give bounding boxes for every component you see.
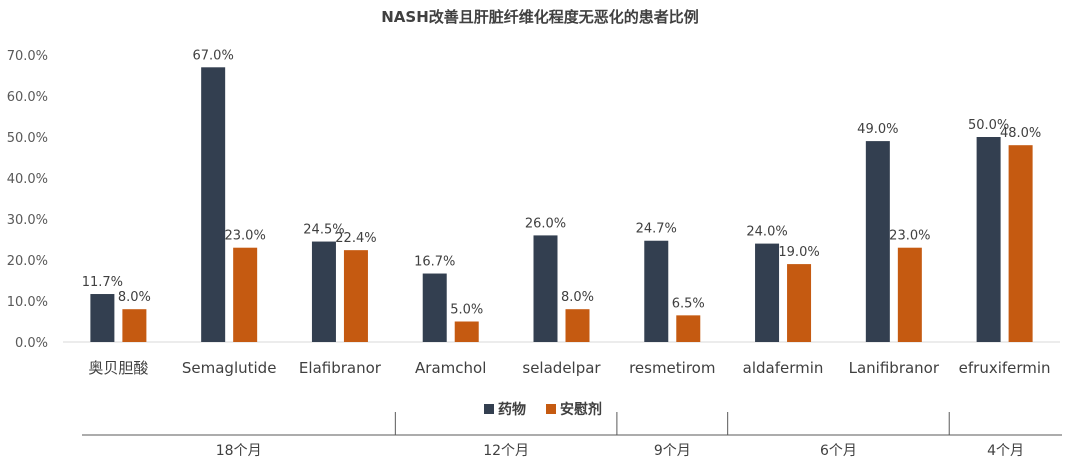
data-label: 24.0% [746, 225, 787, 240]
category-label: seladelpar [522, 359, 601, 377]
bar-placebo [897, 247, 922, 342]
legend: 药物 安慰剂 [484, 401, 602, 418]
bar-drug [533, 235, 558, 342]
data-label: 8.0% [118, 290, 151, 305]
category-label: 奥贝胆酸 [88, 359, 148, 377]
data-label: 24.7% [636, 222, 677, 237]
y-axis: 0.0% 10.0% 20.0% 30.0% 40.0% 50.0% 60.0% 70.0% [7, 49, 1060, 351]
data-label: 19.0% [778, 245, 819, 260]
bar-drug [865, 141, 890, 342]
legend-swatch [484, 404, 494, 414]
category-label: Lanifibranor [849, 359, 940, 377]
y-tick-label: 70.0% [7, 49, 48, 64]
chart-title: NASH改善且肝脏纤维化程度无恶化的患者比例 [381, 8, 699, 26]
data-label: 6.5% [672, 296, 705, 311]
data-label: 48.0% [1000, 126, 1041, 141]
y-tick-label: 30.0% [7, 213, 48, 228]
y-tick-label: 10.0% [7, 295, 48, 310]
data-label: 26.0% [525, 216, 566, 231]
bars [90, 67, 1033, 343]
y-tick-label: 50.0% [7, 131, 48, 146]
bar-placebo [343, 250, 368, 342]
legend-label: 安慰剂 [560, 401, 602, 418]
bar-drug [422, 273, 447, 342]
bar-drug [755, 243, 780, 342]
category-label: Aramchol [415, 359, 486, 377]
bar-placebo [1008, 145, 1033, 342]
group-label: 18个月 [216, 443, 262, 459]
y-tick-label: 60.0% [7, 90, 48, 105]
data-label: 22.4% [335, 231, 376, 246]
data-labels: 11.7% 67.0% 24.5% 16.7% 26.0% 24.7% 24.0% 49.0%… [82, 48, 1042, 317]
category-label: Elafibranor [299, 359, 382, 377]
data-label: 5.0% [450, 303, 483, 318]
data-label: 11.7% [82, 275, 123, 290]
bar-placebo [565, 309, 590, 342]
group-label: 6个月 [820, 443, 857, 459]
duration-groups: 18个月 12个月 9个月 6个月 4个月 [82, 412, 1062, 459]
bar-placebo [787, 264, 812, 342]
data-label: 24.5% [303, 223, 344, 238]
bar-drug [201, 67, 226, 343]
bar-placebo [122, 309, 147, 342]
bar-drug [644, 240, 669, 342]
bar-drug [976, 137, 1001, 342]
category-label: Semaglutide [182, 359, 277, 377]
bar-drug [311, 241, 336, 342]
category-label: resmetirom [629, 359, 715, 377]
bar-drug [90, 294, 115, 342]
data-label: 23.0% [889, 229, 930, 244]
bar-placebo [454, 321, 479, 342]
category-labels: 奥贝胆酸 Semaglutide Elafibranor Aramchol selade… [88, 359, 1050, 377]
legend-swatch [546, 404, 556, 414]
y-tick-label: 40.0% [7, 172, 48, 187]
group-label: 9个月 [654, 443, 691, 459]
bar-placebo [233, 247, 258, 342]
data-label: 50.0% [968, 118, 1009, 133]
bar-placebo [676, 315, 701, 342]
data-label: 67.0% [193, 48, 234, 63]
category-label: aldafermin [743, 359, 824, 377]
category-label: efruxifermin [959, 359, 1051, 377]
group-label: 4个月 [987, 443, 1024, 459]
data-label: 16.7% [414, 255, 455, 270]
y-tick-label: 20.0% [7, 254, 48, 269]
y-tick-label: 0.0% [15, 336, 48, 351]
data-label: 49.0% [857, 122, 898, 137]
legend-label: 药物 [498, 401, 526, 418]
group-label: 12个月 [483, 443, 529, 459]
data-label: 23.0% [225, 229, 266, 244]
data-label: 8.0% [561, 290, 594, 305]
